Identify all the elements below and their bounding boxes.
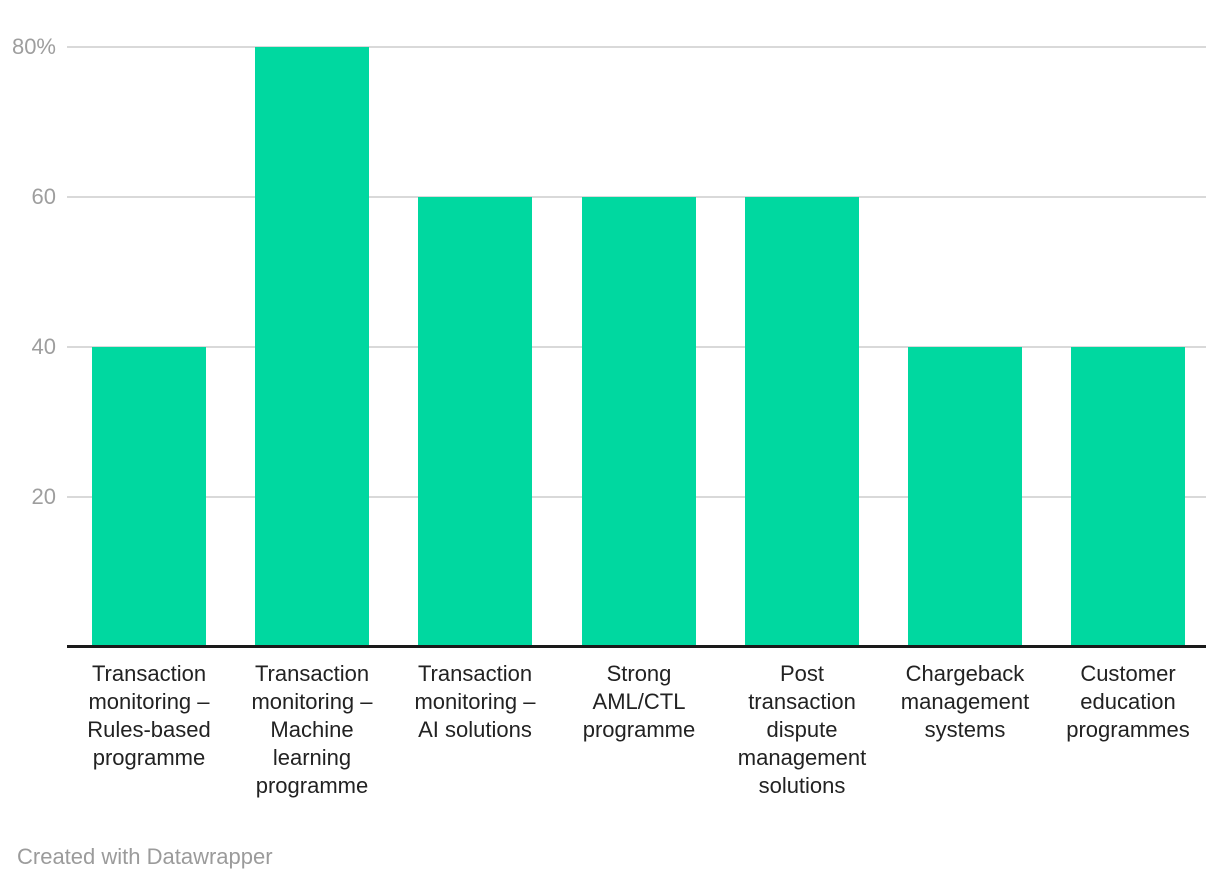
x-tick-label: Transaction monitoring – Machine learnin… [251, 661, 373, 798]
x-tick-label: Post transaction dispute management solu… [737, 661, 867, 798]
x-tick-label: Transaction monitoring – Rules-based pro… [87, 661, 211, 770]
y-tick-label: 80% [11, 34, 56, 59]
bar [92, 347, 206, 647]
x-axis-line [67, 645, 1206, 648]
datawrapper-credit[interactable]: Created with Datawrapper [17, 844, 273, 869]
bar [418, 197, 532, 647]
x-tick-label: Customer education programmes [1066, 661, 1190, 742]
x-tick-label: Transaction monitoring – AI solutions [414, 661, 536, 742]
bar [745, 197, 859, 647]
y-tick-label: 60 [31, 184, 56, 209]
bar [255, 47, 369, 647]
y-tick-label: 40 [31, 334, 56, 359]
x-tick-label: Strong AML/CTL programme [582, 661, 696, 742]
bar [582, 197, 696, 647]
y-tick-label: 20 [31, 484, 56, 509]
bar [1071, 347, 1185, 647]
x-tick-label: Chargeback management systems [900, 661, 1030, 742]
gridline [67, 46, 1206, 48]
bar [908, 347, 1022, 647]
